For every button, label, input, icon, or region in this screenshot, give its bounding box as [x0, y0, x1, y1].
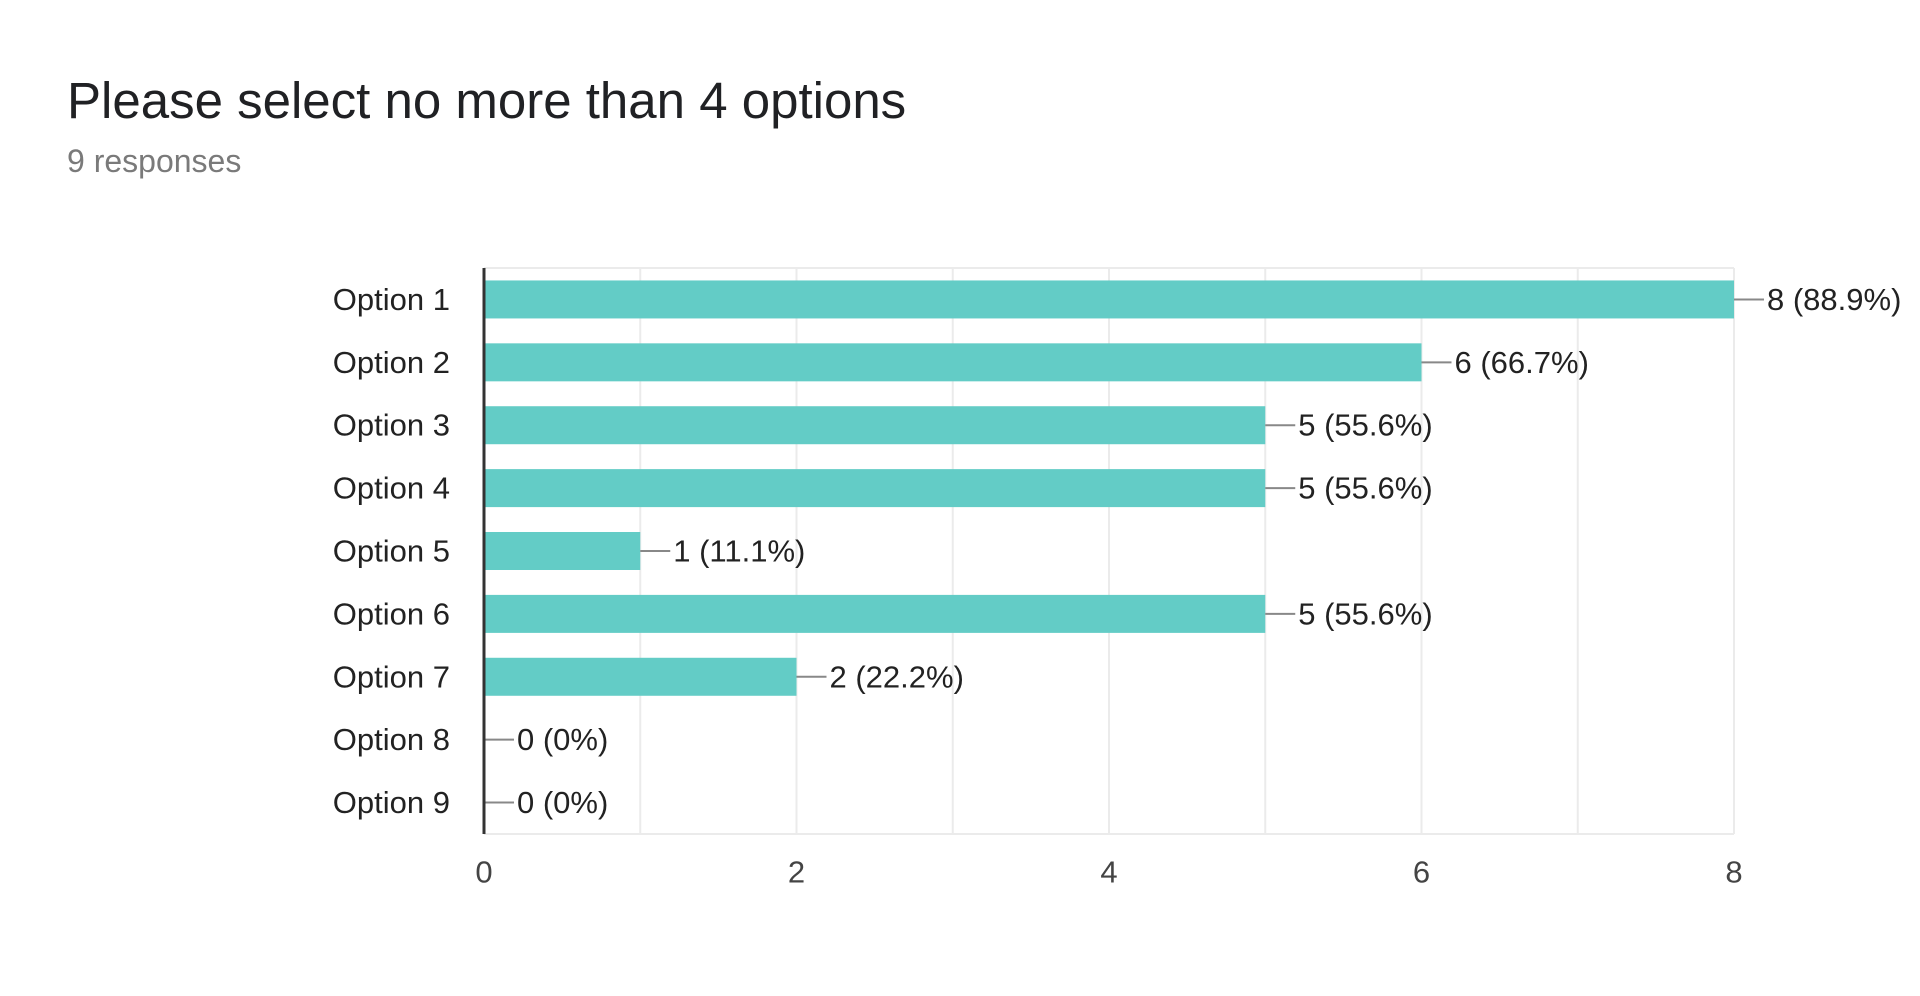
x-tick-label: 4: [1100, 855, 1117, 890]
page-title: Please select no more than 4 options: [67, 72, 907, 129]
bar: [484, 469, 1266, 508]
x-tick-label: 6: [1413, 855, 1430, 890]
data-label: 1 (11.1%): [673, 534, 805, 569]
category-labels: Option 1 Option 2 Option 3 Option 4 Option 5…: [333, 282, 450, 820]
bar: [484, 406, 1266, 445]
data-label: 5 (55.6%): [1298, 471, 1432, 506]
bar: [484, 657, 797, 696]
bar: [484, 594, 1266, 633]
data-label: 0 (0%): [517, 785, 608, 820]
category-label: Option 3: [333, 408, 450, 443]
leader-lines: [484, 298, 1764, 804]
data-label: 6 (66.7%): [1455, 345, 1589, 380]
data-label: 8 (88.9%): [1767, 282, 1901, 317]
category-label: Option 6: [333, 596, 450, 631]
category-label: Option 8: [333, 722, 450, 757]
bar: [484, 280, 1734, 319]
bar: [484, 343, 1422, 382]
data-label: 2 (22.2%): [830, 659, 964, 694]
x-tick-label: 0: [475, 855, 492, 890]
bars: [484, 280, 1734, 696]
data-labels: 8 (88.9%) 6 (66.7%) 5 (55.6%) 5 (55.6%) 1 (1…: [517, 282, 1901, 820]
category-label: Option 2: [333, 345, 450, 380]
category-label: Option 9: [333, 785, 450, 820]
x-tick-label: 8: [1725, 855, 1742, 890]
data-label: 0 (0%): [517, 722, 608, 757]
category-label: Option 4: [333, 471, 450, 506]
data-label: 5 (55.6%): [1298, 596, 1432, 631]
data-label: 5 (55.6%): [1298, 408, 1432, 443]
bar: [484, 532, 641, 570]
x-tick-label: 2: [788, 855, 805, 890]
response-count: 9 responses: [67, 143, 242, 179]
category-label: Option 7: [333, 659, 450, 694]
chart-header: Please select no more than 4 options 9 r…: [67, 70, 906, 180]
category-label: Option 1: [333, 282, 450, 317]
category-label: Option 5: [333, 534, 450, 569]
x-tick-labels: 0 2 4 6 8: [475, 855, 1742, 890]
